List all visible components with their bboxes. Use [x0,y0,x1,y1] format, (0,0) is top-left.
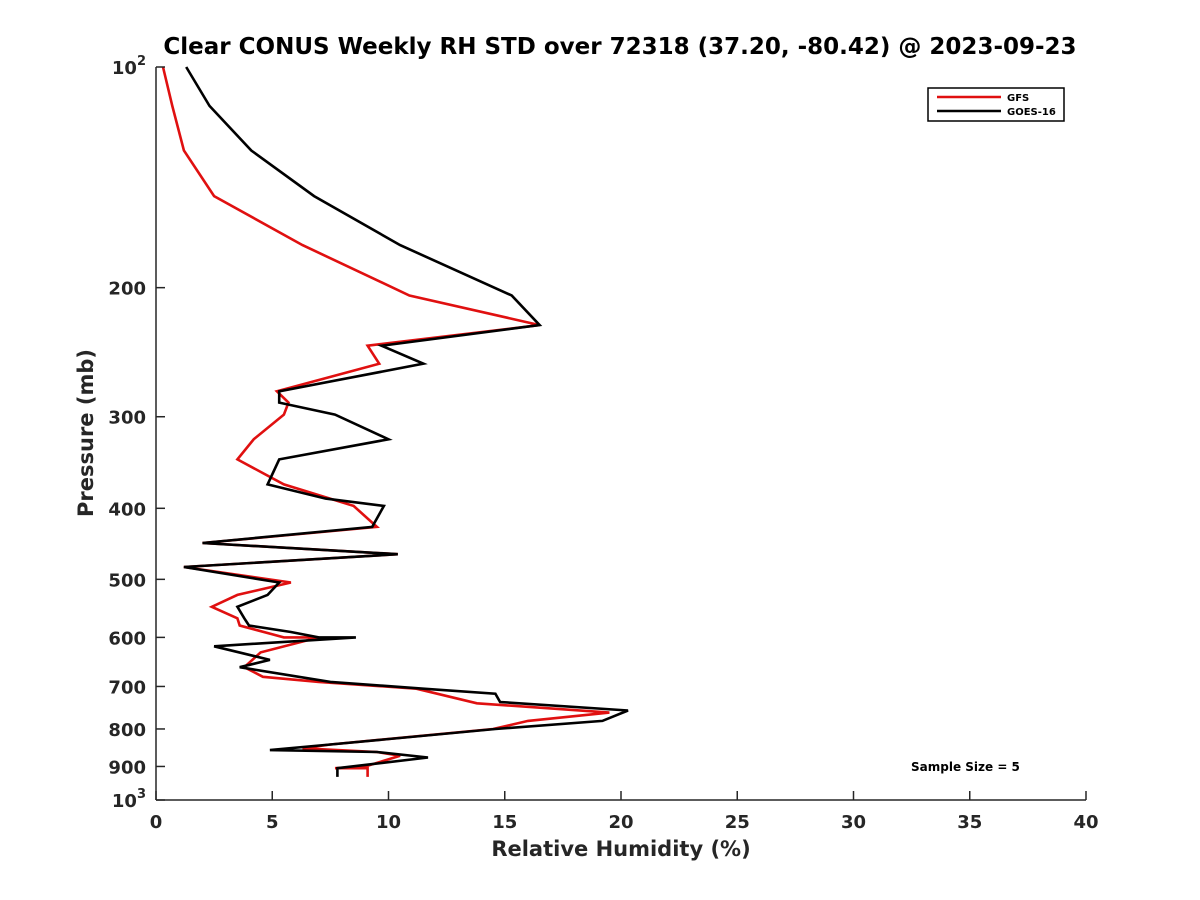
legend-box [927,87,1065,122]
y-tick-label: 900 [108,757,146,778]
x-tick-label: 0 [150,812,163,833]
legend-label-goes16: GOES-16 [1007,107,1056,118]
y-tick-label: 200 [108,279,146,300]
x-tick-label: 25 [725,812,750,833]
sample-size-annotation: Sample Size = 5 [911,760,1020,774]
plot-background [156,67,1086,800]
x-ticks: 0 5 10 15 20 25 30 35 40 [150,791,1099,833]
y-tick-label: 300 [108,408,146,429]
x-tick-label: 35 [957,812,982,833]
series-line-goes16 [183,66,629,777]
y-tick-label: 103 [112,787,146,812]
y-tick-label: 500 [108,570,146,591]
y-axis-label: Pressure (mb) [74,349,98,517]
x-tick-label: 5 [266,812,279,833]
y-tick-label: 800 [108,720,146,741]
y-tick-label: 600 [108,628,146,649]
x-tick-label: 30 [841,812,866,833]
y-ticks: 102 200 300 400 500 600 700 800 900 103 [108,54,165,812]
y-tick-label: 700 [108,677,146,698]
y-tick-label: 400 [108,499,146,520]
y-tick-label: 102 [112,54,146,79]
chart-title: Clear CONUS Weekly RH STD over 72318 (37… [163,34,1076,60]
plot-area: 0 5 10 15 20 25 30 35 40 102 200 300 400 500 600 700 80… [108,54,1098,833]
series-group [161,66,629,777]
legend-label-gfs: GFS [1007,93,1029,104]
x-tick-label: 10 [376,812,401,833]
x-axis-label: Relative Humidity (%) [491,837,750,861]
x-tick-label: 20 [608,812,633,833]
legend: GFS GOES-16 [927,87,1065,122]
x-tick-label: 40 [1073,812,1098,833]
x-tick-label: 15 [492,812,517,833]
